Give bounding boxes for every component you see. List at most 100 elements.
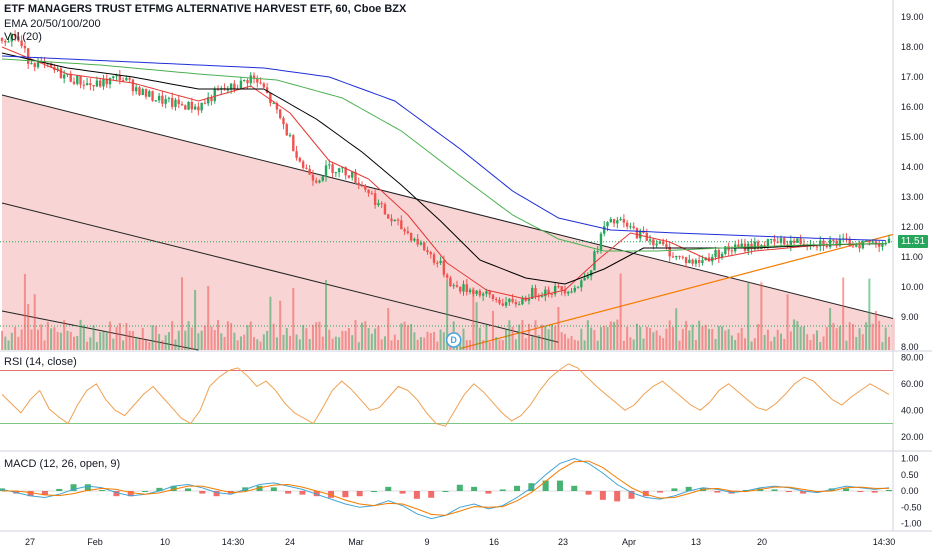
ema-line-ema200[interactable] <box>1 55 886 241</box>
candle-body[interactable] <box>439 260 442 264</box>
rising-trendline[interactable] <box>460 233 894 350</box>
candle-body[interactable] <box>864 240 868 242</box>
candle-body[interactable] <box>544 289 547 297</box>
candle-body[interactable] <box>769 238 773 240</box>
candle-body[interactable] <box>259 82 262 84</box>
candle-body[interactable] <box>583 278 586 281</box>
candle-body[interactable] <box>773 238 776 242</box>
candle-body[interactable] <box>82 84 86 86</box>
candle-body[interactable] <box>655 243 658 246</box>
candle-body[interactable] <box>334 172 338 174</box>
candle-body[interactable] <box>665 244 668 248</box>
candle-body[interactable] <box>105 78 108 85</box>
candle-body[interactable] <box>701 260 704 263</box>
candle-body[interactable] <box>331 164 334 173</box>
candle-body[interactable] <box>49 63 53 67</box>
candle-body[interactable] <box>730 250 734 252</box>
candle-body[interactable] <box>4 40 7 43</box>
candle-body[interactable] <box>717 250 721 258</box>
candle-body[interactable] <box>884 242 887 245</box>
candle-body[interactable] <box>7 41 10 43</box>
candle-body[interactable] <box>370 193 374 195</box>
candle-body[interactable] <box>851 246 855 248</box>
candle-body[interactable] <box>413 238 416 241</box>
candle-body[interactable] <box>877 244 881 247</box>
candle-body[interactable] <box>256 78 259 83</box>
ema-legend[interactable]: EMA 20/50/100/200 <box>4 18 101 30</box>
candle-body[interactable] <box>174 99 177 107</box>
candle-body[interactable] <box>694 260 698 264</box>
candle-body[interactable] <box>262 83 266 88</box>
candle-body[interactable] <box>354 171 357 183</box>
candle-body[interactable] <box>62 74 66 79</box>
candle-body[interactable] <box>20 40 23 47</box>
candle-body[interactable] <box>652 239 655 246</box>
candle-body[interactable] <box>449 277 452 287</box>
candle-body[interactable] <box>216 89 220 91</box>
candle-body[interactable] <box>563 290 567 294</box>
candle-body[interactable] <box>603 226 606 234</box>
candle-body[interactable] <box>295 151 298 158</box>
candle-body[interactable] <box>452 285 455 287</box>
candle-body[interactable] <box>282 118 285 125</box>
ema-line-ema50[interactable] <box>1 52 886 285</box>
candle-body[interactable] <box>629 226 632 228</box>
candle-body[interactable] <box>33 63 36 68</box>
candle-body[interactable] <box>419 242 423 245</box>
candle-body[interactable] <box>671 256 675 258</box>
candle-body[interactable] <box>364 185 367 190</box>
candle-body[interactable] <box>337 168 341 173</box>
candle-body[interactable] <box>115 75 118 77</box>
candle-body[interactable] <box>125 78 128 81</box>
candle-body[interactable] <box>776 241 779 243</box>
candle-body[interactable] <box>344 167 347 176</box>
candle-body[interactable] <box>265 87 269 93</box>
candle-body[interactable] <box>661 241 665 245</box>
candle-body[interactable] <box>43 61 46 64</box>
candle-body[interactable] <box>887 238 891 243</box>
candle-body[interactable] <box>619 219 622 221</box>
candle-body[interactable] <box>72 81 76 84</box>
candle-body[interactable] <box>491 294 495 300</box>
candle-body[interactable] <box>783 238 786 245</box>
candle-body[interactable] <box>170 97 174 107</box>
candle-body[interactable] <box>560 286 563 291</box>
candle-body[interactable] <box>318 180 321 183</box>
candle-body[interactable] <box>383 204 387 215</box>
candle-body[interactable] <box>246 80 249 84</box>
candle-body[interactable] <box>292 135 295 152</box>
candle-body[interactable] <box>406 231 410 233</box>
candle-body[interactable] <box>697 260 701 263</box>
candles[interactable] <box>0 30 891 309</box>
candle-body[interactable] <box>239 80 243 90</box>
candle-body[interactable] <box>639 230 642 239</box>
candle-body[interactable] <box>347 175 351 178</box>
candle-body[interactable] <box>59 68 63 79</box>
candle-body[interactable] <box>229 83 233 90</box>
vol-legend[interactable]: Vol (20) <box>4 31 42 43</box>
candle-body[interactable] <box>311 174 315 181</box>
candle-body[interactable] <box>599 233 603 252</box>
candle-body[interactable] <box>625 222 629 227</box>
candle-body[interactable] <box>207 97 210 104</box>
candle-body[interactable] <box>151 91 154 101</box>
candle-body[interactable] <box>616 220 619 224</box>
candle-body[interactable] <box>593 251 596 271</box>
candle-body[interactable] <box>301 161 305 168</box>
ema-line-ema20[interactable] <box>1 46 886 300</box>
candle-body[interactable] <box>455 285 459 287</box>
candle-body[interactable] <box>275 103 279 110</box>
signal-line[interactable] <box>2 460 889 516</box>
candle-body[interactable] <box>184 105 187 110</box>
candle-body[interactable] <box>868 240 871 243</box>
candle-body[interactable] <box>197 106 200 111</box>
candle-body[interactable] <box>102 78 105 87</box>
candle-body[interactable] <box>874 241 878 245</box>
candle-body[interactable] <box>540 296 544 298</box>
candle-body[interactable] <box>298 157 302 162</box>
candle-body[interactable] <box>825 245 829 248</box>
rsi-line[interactable] <box>1 363 890 427</box>
candle-body[interactable] <box>141 89 144 96</box>
candle-body[interactable] <box>305 167 308 169</box>
candle-body[interactable] <box>498 299 501 304</box>
